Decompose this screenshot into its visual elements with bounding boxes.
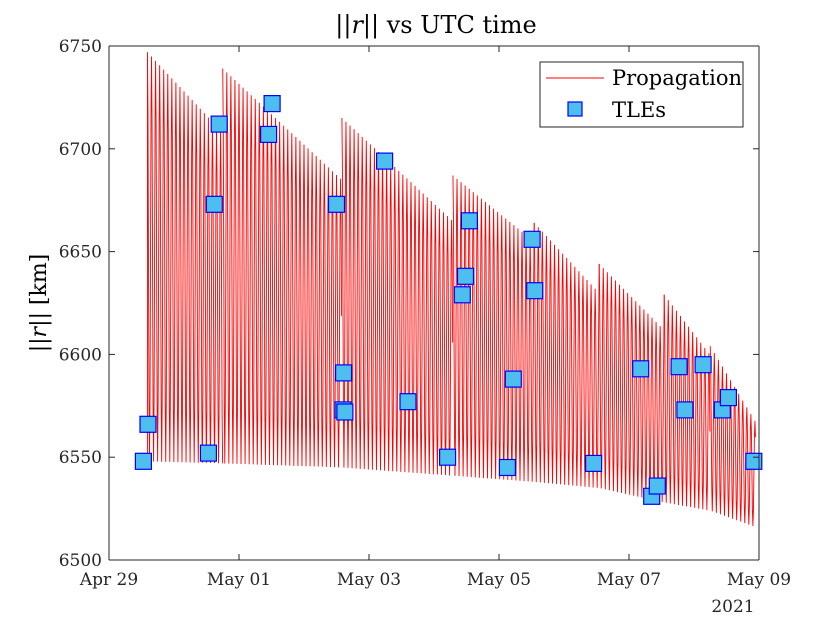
propagation-line-segment [222,68,343,468]
tle-marker [210,115,228,133]
tle-marker [526,282,544,300]
x-axis-year-label: 2021 [711,597,754,617]
propagation-line-segment [709,346,756,527]
tle-marker [439,448,457,466]
tle-marker [694,356,712,374]
tle-marker [453,286,471,304]
tle-marker [134,452,152,470]
chart-title: ||r|| vs UTC time [335,11,536,40]
y-axis-label: ||r|| [km] [27,254,52,353]
y-tick-label: 6600 [59,345,102,365]
tle-marker [719,389,738,407]
tle-marker [676,401,694,419]
y-axis-label-prefix: || [27,337,52,352]
y-tick-label: 6700 [59,140,102,160]
y-tick-label: 6750 [59,37,102,57]
tle-marker [376,152,394,170]
tle-marker [523,230,541,248]
propagation-line-segment [533,222,600,488]
tle-marker [335,364,353,382]
tle-marker [456,267,475,285]
x-tick-label: May 09 [727,570,791,590]
x-tick-label: May 03 [337,570,401,590]
propagation-line-segment [341,117,454,476]
propagation-line-segment [147,52,224,464]
axis-ticks: 6500 6550 6600 6650 6700 6750 Apr 29 May 01 May … [59,37,791,590]
tle-marker [205,195,223,213]
tle-marker [336,403,354,421]
tle-marker [399,393,417,411]
tle-marker [498,458,516,477]
chart-title-variable: r [351,11,364,39]
tle-marker [260,125,278,144]
tle-marker [632,360,650,378]
x-tick-label: May 07 [597,570,661,590]
tle-marker [504,370,522,388]
propagation-line-segment [598,263,665,502]
y-tick-label: 6550 [59,448,102,468]
chart-title-suffix: || vs UTC time [363,11,537,40]
tle-marker [584,454,603,472]
tle-marker-group [134,94,763,505]
tle-marker [670,358,688,376]
tle-marker [139,415,157,433]
y-tick-label: 6650 [59,243,102,263]
legend: Propagation TLEs [539,61,744,128]
legend-tles-label: TLEs [612,98,666,122]
propagation-line-group [147,52,756,527]
propagation-line-segment [452,175,535,482]
propagation-line-segment [663,294,711,511]
y-tick-label: 6500 [59,551,102,571]
x-tick-label: May 05 [467,570,531,590]
x-tick-label: Apr 29 [79,570,138,590]
tle-marker [199,444,217,462]
plot-frame [108,45,760,561]
chart-title-prefix: || [335,11,351,40]
tle-marker [263,94,281,113]
y-axis-label-suffix: || [km] [27,254,52,327]
x-tick-label: May 01 [207,570,271,590]
legend-tles-swatch [567,101,583,117]
tle-marker [460,212,478,230]
legend-propagation-label: Propagation [612,66,742,90]
tle-marker [648,477,666,495]
y-axis-label-variable: r [27,325,52,337]
tle-marker [327,195,346,213]
